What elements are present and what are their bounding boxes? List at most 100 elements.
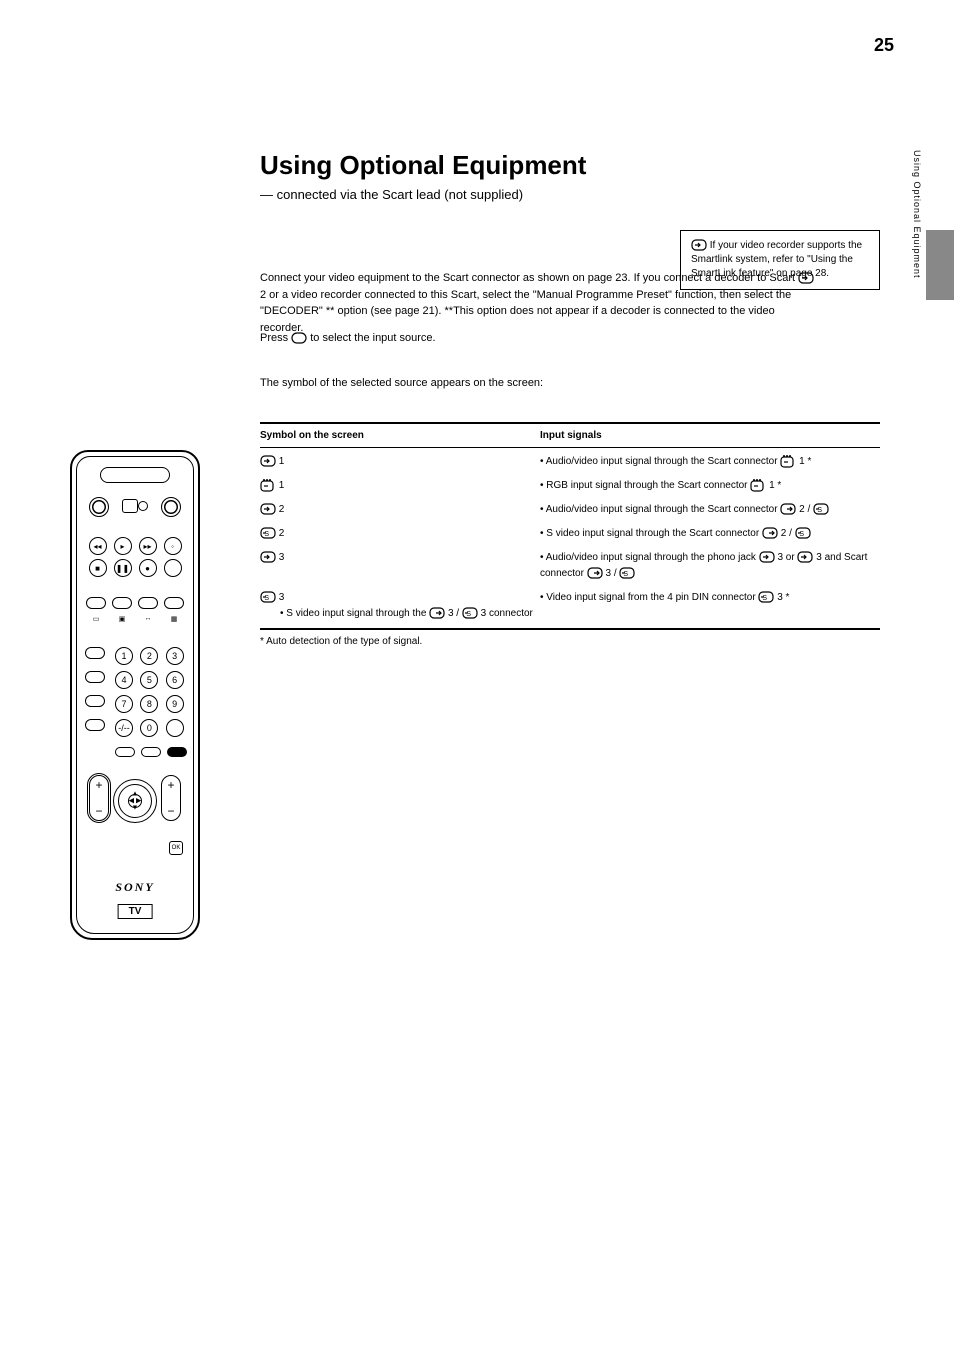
- nav-ring: ▲◀ ▶▼: [113, 779, 157, 823]
- num-3: 3: [166, 647, 184, 665]
- svg-text:S: S: [799, 531, 804, 538]
- num-6: 6: [166, 671, 184, 689]
- table-row: 2 • Audio/video input signal through the…: [260, 498, 880, 522]
- signal-table: Symbol on the screen Input signals 1 • A…: [260, 420, 880, 647]
- input-icon: [798, 272, 814, 284]
- color-row: [85, 597, 185, 609]
- svideo-icon: S: [619, 567, 635, 579]
- num-7: 7: [115, 695, 133, 713]
- output-icon: [587, 567, 603, 579]
- table-row: 1 • Audio/video input signal through the…: [260, 450, 880, 474]
- green-button: [112, 597, 132, 609]
- output-icon: [429, 607, 445, 619]
- rule: [260, 422, 880, 424]
- sym-num: 1 *: [799, 456, 811, 467]
- tv-video-icon: [122, 497, 148, 513]
- grid-icon: ▦: [163, 615, 185, 623]
- svg-text:S: S: [817, 507, 822, 514]
- remote-inner: ◂◂ ▸ ▸▸ ◦ ■ ❚❚ ● ▭ ▣ ↔ ▦ 1 2 3 4: [76, 456, 194, 934]
- side-label: Using Optional Equipment: [912, 150, 922, 279]
- row-left-c: 3 connector: [481, 608, 533, 619]
- nav-cross: ▲◀ ▶▼: [129, 791, 142, 812]
- sym-num: 2: [279, 528, 285, 539]
- paragraph-2: Press to select the input source.: [260, 330, 820, 347]
- numpad: 1 2 3 4 5 6 7 8 9 -/-- 0: [85, 647, 185, 737]
- rgb-icon: [750, 478, 766, 492]
- row-text: • S video input signal through the Scart…: [540, 528, 759, 539]
- sym-num: 1: [279, 456, 285, 467]
- yellow-button: [138, 597, 158, 609]
- input-icon: [797, 551, 813, 563]
- row-text-d: 3 /: [605, 568, 619, 579]
- side-button: [85, 647, 105, 659]
- play-button: ▸: [114, 537, 132, 555]
- power-button: [161, 497, 181, 517]
- sym-num: 2 /: [781, 528, 795, 539]
- top-row: [77, 497, 193, 517]
- table-row: 1 • RGB input signal through the Scart c…: [260, 474, 880, 498]
- minus-icon: −: [95, 804, 102, 818]
- svideo-icon: S: [813, 503, 829, 515]
- rgb-icon: [260, 478, 276, 492]
- transport-row: ◂◂ ▸ ▸▸ ◦ ■ ❚❚ ●: [77, 537, 193, 577]
- table-row: S 2 • S video input signal through the S…: [260, 522, 880, 546]
- para1-b: 2 or a video recorder connected to this …: [260, 289, 791, 334]
- red-button: [86, 597, 106, 609]
- num-1: 1: [115, 647, 133, 665]
- row-left-a: • S video input signal through the: [260, 608, 429, 619]
- table-row: 3 • Audio/video input signal through the…: [260, 546, 880, 586]
- row-text: • RGB input signal through the Scart con…: [540, 480, 748, 491]
- svideo-icon: S: [758, 591, 774, 603]
- page-subtitle: — connected via the Scart lead (not supp…: [260, 187, 650, 202]
- input-icon: [691, 239, 707, 251]
- mute-button: [89, 497, 109, 517]
- para2-a: Press: [260, 332, 291, 344]
- svg-text:S: S: [466, 611, 471, 618]
- row-text: • Audio/video input signal through the S…: [540, 504, 778, 515]
- ffwd-button: ▸▸: [139, 537, 157, 555]
- ok-badge: OK: [169, 841, 183, 855]
- stop-button: ■: [89, 559, 107, 577]
- rgb-icon: [780, 454, 796, 468]
- low-row: [85, 747, 185, 757]
- sym-num: 1: [279, 480, 285, 491]
- ir-window: [100, 467, 170, 483]
- sym-num: 3: [279, 592, 285, 603]
- volume-rocker: + −: [89, 775, 109, 821]
- paragraph-3: The symbol of the selected source appear…: [260, 375, 820, 392]
- output-icon: [762, 527, 778, 539]
- icon-row: ▭ ▣ ↔ ▦: [85, 615, 185, 623]
- svideo-icon: S: [260, 527, 276, 539]
- svg-text:S: S: [264, 595, 269, 602]
- sym-num: 2 /: [799, 504, 813, 515]
- program-rocker: + −: [161, 775, 181, 821]
- plus-icon: +: [167, 778, 174, 792]
- row-text: • Audio/video input signal through the S…: [540, 456, 778, 467]
- row-text-b: 3 *: [777, 592, 789, 603]
- svg-text:S: S: [264, 531, 269, 538]
- sym-num: 2: [279, 504, 285, 515]
- table-footnote: * Auto detection of the type of signal.: [260, 632, 880, 647]
- num-8: 8: [140, 695, 158, 713]
- para2-b: to select the input source.: [310, 332, 435, 344]
- svideo-icon: S: [462, 607, 478, 619]
- row-text-b: 3 or: [777, 552, 797, 563]
- rule: [260, 628, 880, 630]
- output-icon: [780, 503, 796, 515]
- rule: [260, 447, 880, 448]
- input-icon: [260, 503, 276, 515]
- num-9: 9: [166, 695, 184, 713]
- input-icon: [260, 551, 276, 563]
- num-5: 5: [140, 671, 158, 689]
- num-2: 2: [140, 647, 158, 665]
- remote-control-illustration: ◂◂ ▸ ▸▸ ◦ ■ ❚❚ ● ▭ ▣ ↔ ▦ 1 2 3 4: [70, 450, 200, 940]
- num-0: 0: [140, 719, 158, 737]
- paragraph-1: Connect your video equipment to the Scar…: [260, 270, 820, 336]
- side-tab: [926, 230, 954, 300]
- page-title: Using Optional Equipment: [260, 150, 650, 181]
- num-4: 4: [115, 671, 133, 689]
- rewind-button: ◂◂: [89, 537, 107, 555]
- eject-button: ◦: [164, 537, 182, 555]
- plus-icon: +: [95, 778, 102, 792]
- slim-button: [141, 747, 161, 757]
